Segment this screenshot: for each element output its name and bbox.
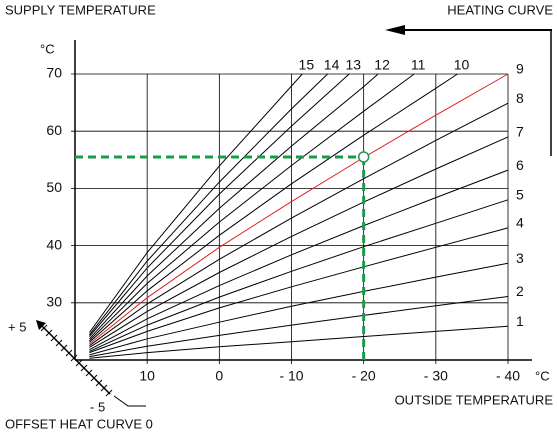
curve-label: 15 [299,57,315,73]
x-tick-label: - 10 [279,368,303,384]
offset-scale [36,320,113,397]
offset-tick [50,334,58,342]
heating-curve [89,136,509,348]
curve-label: 6 [516,157,524,173]
curve-label: 9 [516,61,524,77]
offset-bracket [113,395,146,407]
heating-curve [89,73,350,337]
heating-curve [89,73,458,343]
x-tick-label: - 30 [424,368,448,384]
offset-tick [105,389,113,397]
heating-curve [89,325,509,359]
offset-tick [85,369,93,377]
chart-subtitle: HEATING CURVE [447,2,553,17]
y-tick-label: 50 [46,179,62,195]
heating-curve [89,296,509,358]
y-unit: °C [40,41,55,56]
x-axis-label: OUTSIDE TEMPERATURE [395,392,554,407]
offset-tick [90,374,98,382]
curve-label: 13 [345,57,361,73]
heating-curve [89,102,509,347]
curve-label: 2 [516,283,524,299]
heating-curve [89,262,509,356]
offset-tick [100,384,108,392]
x-tick-label: 0 [215,368,223,384]
heating-curve [89,73,379,340]
offset-minus: - 5 [90,399,105,414]
offset-tick [60,344,68,352]
curve-label: 11 [411,57,426,73]
heating-curve [89,227,509,354]
curve-label: 4 [516,215,524,231]
offset-tick [65,349,73,357]
heating-curve [89,199,509,352]
heating-curve [89,73,415,341]
curve-label: 7 [516,124,524,140]
heating-curve [89,73,328,336]
curve-label: 3 [516,250,524,266]
y-tick-label: 70 [46,65,62,81]
offset-plus: + 5 [8,319,26,334]
offset-label: OFFSET HEAT CURVE 0 [5,416,153,431]
heating-curve [89,73,509,345]
offset-tick [75,359,83,367]
x-tick-label: 10 [139,368,155,384]
curve-label: 10 [454,57,470,73]
y-tick-label: 30 [46,294,62,310]
chart-title: SUPPLY TEMPERATURE [5,2,156,17]
curve-label: 5 [516,187,524,203]
marker-point [357,151,370,163]
arrow-head [385,25,405,35]
offset-tick [55,339,63,347]
x-tick-label: - 40 [496,368,520,384]
y-tick-label: 40 [46,236,62,252]
curve-label: 1 [516,313,524,329]
offset-tick [45,329,53,337]
curve-label: 12 [374,57,390,73]
heating-curve [88,73,303,333]
offset-tick [95,379,103,387]
x-unit: °C [535,368,550,383]
y-tick-label: 60 [46,122,62,138]
offset-arrow [36,320,46,330]
offset-tick [80,364,88,372]
offset-tick [70,354,78,362]
x-tick-label: - 20 [352,368,376,384]
heating-curve [89,169,509,351]
curve-label: 14 [324,57,340,73]
curve-label: 8 [516,90,524,106]
offset-tick [40,324,48,332]
